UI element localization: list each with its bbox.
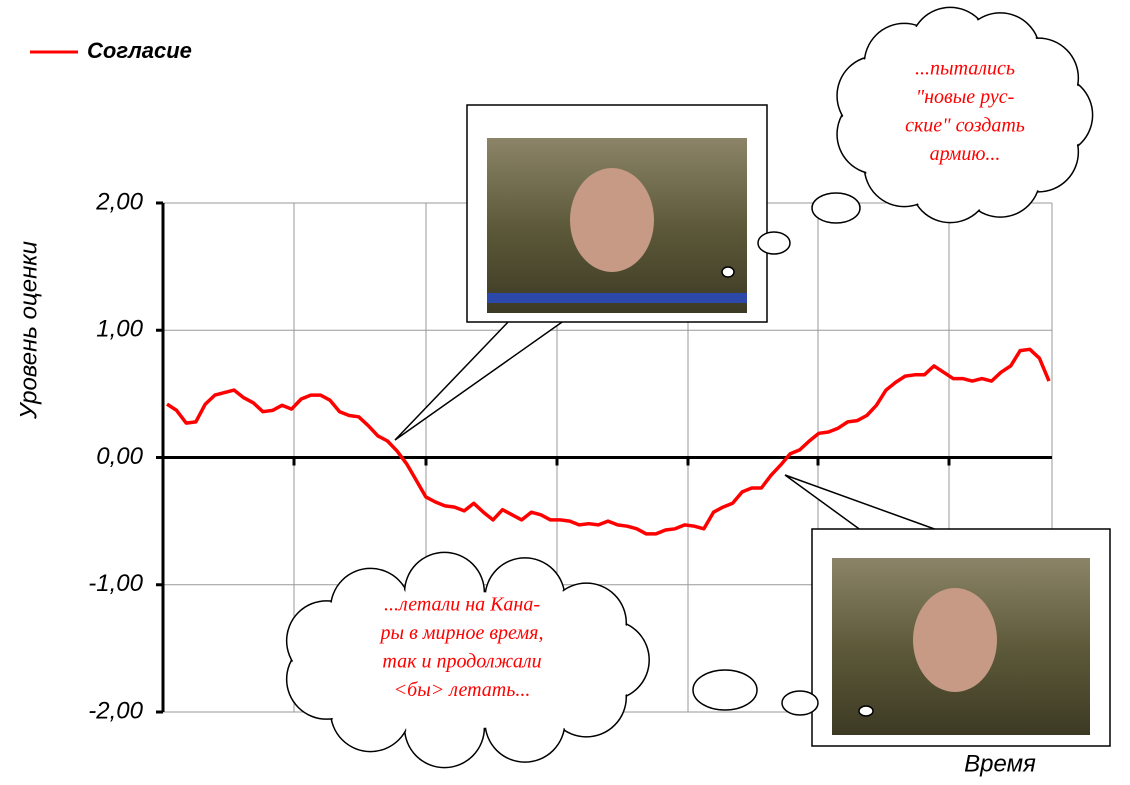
x-axis-label: Время [964,750,1036,777]
thought-cloud [285,551,650,769]
annotation-text: <бы> летать... [394,679,531,701]
cloud-fill [871,46,1055,184]
y-tick-label: -1,00 [88,570,143,597]
annotation-text: ры в мирное время, [379,622,544,644]
callout-pointer [784,474,941,532]
photo-face [913,588,997,692]
y-tick-label: 0,00 [96,443,143,470]
legend-label: Согласие [87,38,192,63]
thought-bubble [811,192,861,224]
y-tick-label: 1,00 [96,316,143,343]
y-tick-label: 2,00 [95,188,143,215]
callout-pointer [394,319,568,441]
clouds: ...пытались "новые рус-ские" создать армию… [285,6,1094,769]
photo-caption-bar [487,293,747,303]
annotation-text: ...пытались [915,58,1015,80]
thought-bubble [721,266,735,278]
y-axis-label: Уровень оценки [15,241,42,420]
plot [166,347,1051,536]
line-series [166,347,1051,536]
thought-bubble [757,231,791,255]
y-tick-label: -2,00 [88,697,143,724]
cloud-fill [317,591,613,729]
annotation-text: армию... [930,143,1001,165]
annotation-text: "новые рус- [916,86,1015,108]
annotation-text: так и продолжали [382,651,541,673]
thought-bubble [858,705,874,717]
thought-bubble [692,669,758,711]
annotation-text: ские" создать [905,115,1025,137]
axes: -2,00 -1,00 0,00 1,00 2,00 [88,188,1052,724]
annotation-text: ...летали на Кана- [384,594,540,616]
photo-face [570,168,654,272]
thought-bubble [781,690,819,716]
thought-cloud [836,6,1094,224]
